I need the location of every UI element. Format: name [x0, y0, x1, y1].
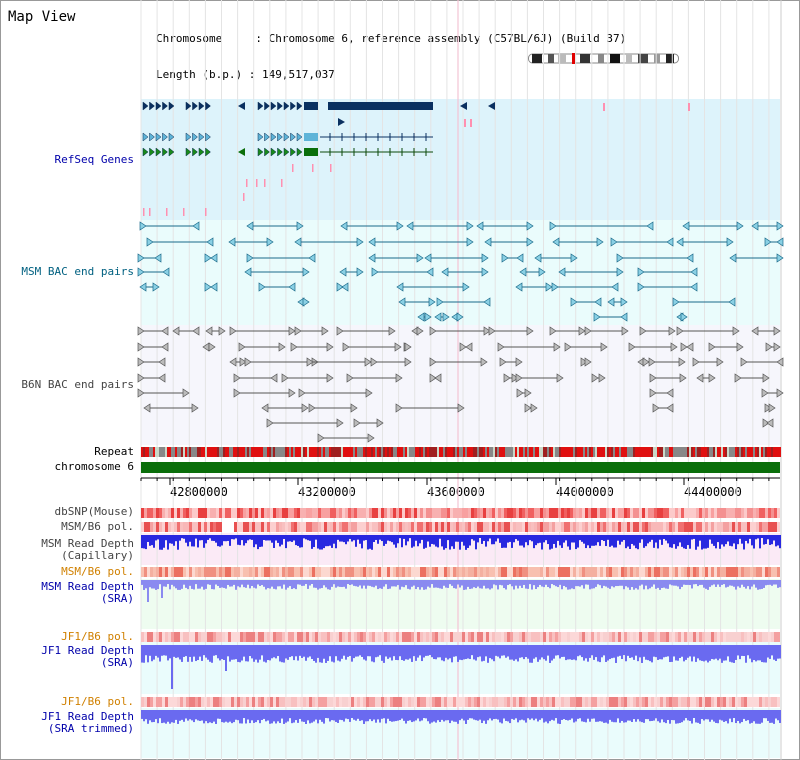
axis-tick-2: 43200000 — [298, 485, 356, 499]
track-label-jf1-depth-sra: JF1 Read Depth (SRA) — [41, 644, 134, 669]
info-chromosome: Chromosome : Chromosome 6, reference ass… — [156, 32, 627, 45]
axis-tick-5: 44400000 — [684, 485, 742, 499]
track-label-jf1-b6-pol-2: JF1/B6 pol. — [61, 695, 134, 708]
track-label-msm-depth-sra: MSM Read Depth (SRA) — [41, 580, 134, 605]
track-label-dbsnp: dbSNP(Mouse) — [54, 505, 134, 518]
track-label-msm-b6-pol-2: MSM/B6 pol. — [61, 565, 134, 578]
track-label-chromosome: chromosome 6 — [54, 460, 134, 473]
axis-tick-3: 43600000 — [427, 485, 485, 499]
info-length: Length (b.p.) : 149,517,037 — [156, 68, 335, 81]
axis-tick-1: 42800000 — [170, 485, 228, 499]
chromosome-info: Chromosome : Chromosome 6, reference ass… — [148, 9, 626, 165]
track-label-refseq[interactable]: RefSeq Genes — [54, 153, 134, 166]
axis-tick-4: 44000000 — [556, 485, 614, 499]
track-label-b6n-bac[interactable]: B6N BAC end pairs — [21, 378, 134, 391]
track-label-repeat: Repeat — [94, 445, 134, 458]
track-label-jf1-b6-pol-1: JF1/B6 pol. — [61, 630, 134, 643]
track-label-msm-depth-capillary: MSM Read Depth (Capillary) — [41, 537, 134, 562]
info-show: Show (b.p.) : 42,701,474-44,701,703 : 2,… — [170, 104, 502, 117]
info-coverage-span: Read coverage check span : 10,000 — [148, 140, 367, 153]
track-label-msm-bac[interactable]: MSM BAC end pairs — [21, 265, 134, 278]
track-label-msm-b6-pol-1: MSM/B6 pol. — [61, 520, 134, 533]
page-title: Map View — [8, 9, 76, 25]
chromosome-ideogram[interactable] — [528, 53, 680, 64]
track-label-jf1-depth-trimmed: JF1 Read Depth (SRA trimmed) — [41, 710, 134, 735]
